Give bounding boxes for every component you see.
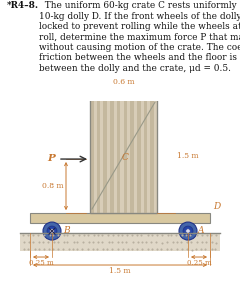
Text: 1.5 m: 1.5 m	[177, 152, 199, 160]
Circle shape	[47, 226, 57, 236]
Bar	[90, 98, 157, 213]
Text: *R4–8.: *R4–8.	[7, 1, 39, 10]
Bar	[97, 98, 100, 213]
Text: 1.5 m: 1.5 m	[109, 267, 131, 275]
Bar	[144, 98, 147, 213]
Bar	[90, 98, 157, 213]
Text: 0.8 m: 0.8 m	[42, 182, 64, 190]
Bar	[124, 98, 127, 213]
Circle shape	[50, 229, 54, 233]
Text: 0.25 m: 0.25 m	[29, 259, 53, 267]
Bar	[117, 98, 120, 213]
Bar	[20, 233, 220, 251]
Bar	[103, 98, 107, 213]
Circle shape	[43, 222, 61, 240]
Text: The uniform 60-kg crate C rests uniformly on a
10-kg dolly D. If the front wheel: The uniform 60-kg crate C rests uniforml…	[39, 1, 240, 73]
Circle shape	[183, 226, 193, 236]
Bar	[90, 98, 94, 213]
Bar	[30, 213, 210, 223]
Text: 0.6 m: 0.6 m	[113, 78, 134, 86]
Text: D: D	[213, 202, 220, 211]
Bar	[110, 98, 114, 213]
Circle shape	[186, 229, 190, 233]
Text: 0.25 m: 0.25 m	[187, 259, 211, 267]
Text: B: B	[63, 226, 70, 235]
Circle shape	[179, 222, 197, 240]
Text: C: C	[121, 153, 128, 162]
Bar	[130, 98, 134, 213]
Text: P: P	[47, 153, 55, 163]
Bar	[150, 98, 154, 213]
Bar	[137, 98, 141, 213]
Text: A: A	[198, 226, 204, 235]
